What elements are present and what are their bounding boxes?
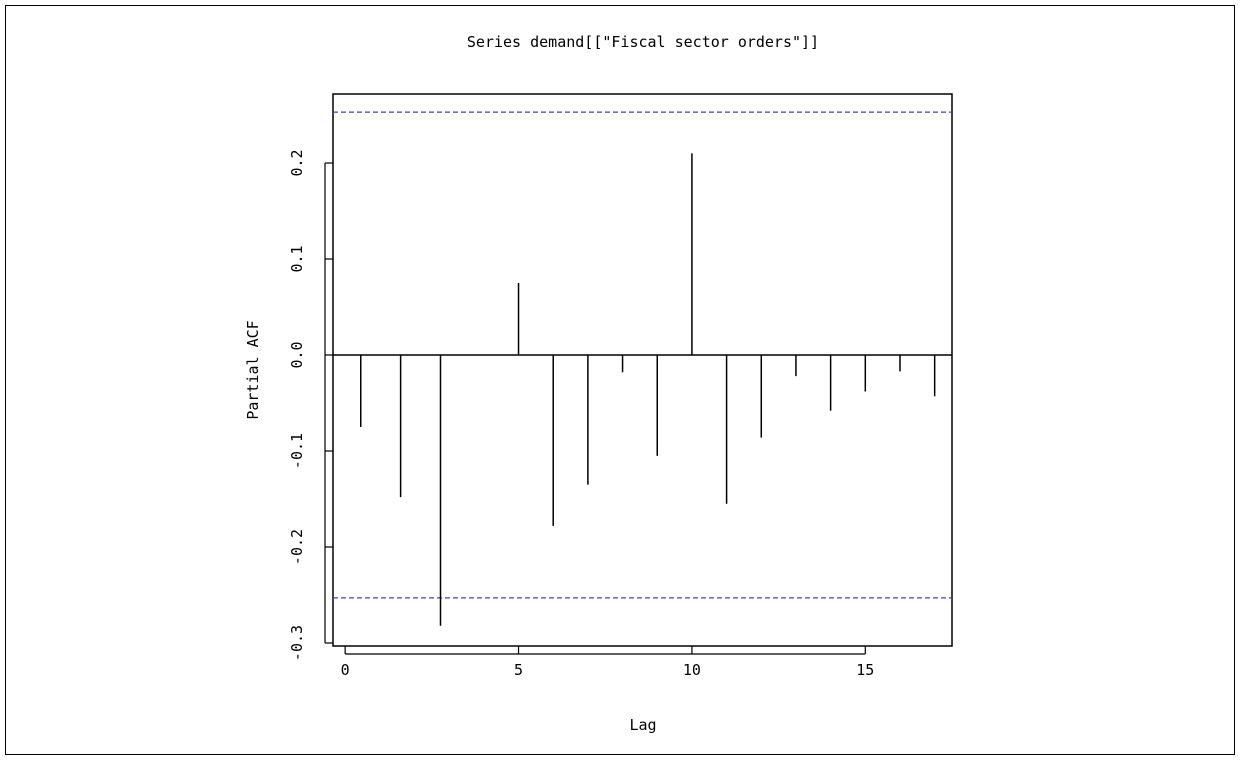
x-tick-label: 10 [683, 661, 701, 679]
y-tick-label: -0.2 [288, 529, 306, 565]
y-tick-label: -0.1 [288, 433, 306, 469]
x-tick-label: 5 [514, 661, 523, 679]
chart-frame [5, 5, 1235, 755]
x-tick-label: 15 [856, 661, 874, 679]
chart-title: Series demand[["Fiscal sector orders"]] [467, 33, 819, 51]
y-tick-label: 0.0 [288, 341, 306, 368]
x-tick-label: 0 [341, 661, 350, 679]
y-tick-label: 0.2 [288, 149, 306, 176]
chart-marks: 0 5 10 15 -0.3 -0.2 -0.1 0.0 0.1 0.2 [288, 111, 952, 679]
y-tick-label: -0.3 [288, 625, 306, 661]
x-axis-label: Lag [629, 716, 656, 734]
plot-area [332, 93, 953, 647]
y-tick-label: 0.1 [288, 245, 306, 272]
y-axis-label: Partial ACF [244, 320, 262, 419]
